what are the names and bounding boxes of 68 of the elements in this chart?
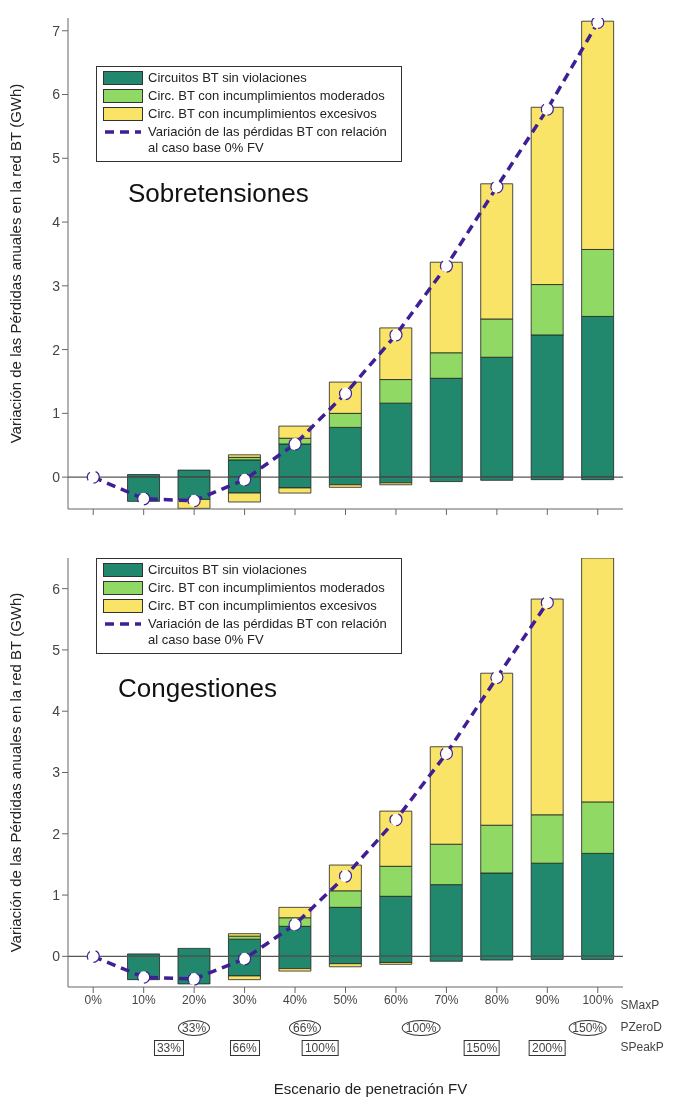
text: Congestiones	[118, 673, 277, 704]
y-tick-label: 1	[52, 887, 61, 904]
y-tick-label: 3	[52, 764, 61, 781]
y-tick-label: 4	[52, 703, 61, 720]
x-tick-label: 0%	[84, 992, 103, 1007]
text: 66%	[229, 1040, 260, 1056]
point	[86, 949, 100, 963]
y-tick-label: 0	[52, 948, 61, 965]
x-tick-label: 30%	[232, 992, 257, 1007]
legend-label: Circ. BT con incumplimientos moderados	[148, 580, 385, 596]
y-tick-label: 4	[52, 214, 61, 231]
text: Sobretensiones	[128, 178, 309, 209]
text: 150%	[463, 1040, 501, 1056]
y-tick-label: 6	[52, 86, 61, 103]
text: 200%	[528, 1040, 566, 1056]
y-tick-label: 6	[52, 580, 61, 597]
y-tick-label: 0	[52, 469, 61, 486]
legend-label: Circ. BT con incumplimientos excesivos	[148, 106, 377, 122]
point	[540, 102, 554, 116]
x-tick-label: 100%	[582, 992, 614, 1007]
x-tick-label: 70%	[434, 992, 459, 1007]
point	[137, 970, 151, 984]
y-tick-label: 3	[52, 277, 61, 294]
y-tick-label: 1	[52, 405, 61, 422]
legend-label: Circ. BT con incumplimientos excesivos	[148, 598, 377, 614]
x-axis-title: Escenario de penetración FV	[272, 1080, 469, 1097]
point	[389, 328, 403, 342]
point	[591, 18, 605, 30]
legend-label: Circuitos BT sin violaciones	[148, 562, 307, 578]
y-tick-label: 5	[52, 641, 61, 658]
point	[137, 492, 151, 506]
legend-label: Variación de las pérdidas BT con relación al caso base 0% FV	[148, 616, 388, 648]
text: 33%	[178, 1020, 211, 1036]
y-axis-title: Variación de las Pérdidas anuales en la red BT (GWh)	[7, 592, 25, 953]
text: 33%	[153, 1040, 184, 1056]
x-tick-label: 60%	[383, 992, 409, 1007]
text: PZeroD	[620, 1020, 662, 1034]
x-tick-label: 90%	[535, 992, 560, 1007]
point	[187, 494, 201, 508]
text: 66%	[289, 1020, 322, 1036]
y-axis-title: Variación de las Pérdidas anuales en la red BT (GWh)	[7, 83, 25, 444]
text: SMaxP	[620, 998, 660, 1012]
legend-label: Variación de las pérdidas BT con relación al caso base 0% FV	[148, 124, 388, 156]
point	[187, 972, 201, 986]
x-tick-label: 50%	[333, 992, 358, 1007]
legend-label: Circ. BT con incumplimientos moderados	[148, 88, 385, 104]
x-tick-label: 80%	[484, 992, 510, 1007]
point	[288, 437, 302, 451]
text: SPeakP	[620, 1040, 664, 1054]
y-tick-label: 2	[52, 825, 61, 842]
x-tick-label: 10%	[131, 992, 157, 1007]
point	[86, 470, 100, 484]
point	[439, 259, 454, 273]
point	[540, 596, 554, 610]
point	[288, 917, 302, 932]
y-tick-label: 2	[52, 341, 61, 358]
text: 150%	[568, 1020, 608, 1036]
y-tick-label: 7	[52, 22, 61, 39]
y-tick-label: 5	[52, 150, 61, 167]
point	[490, 670, 504, 685]
x-tick-label: 40%	[283, 992, 308, 1007]
text: 100%	[401, 1020, 441, 1036]
legend-label: Circuitos BT sin violaciones	[148, 70, 307, 86]
text: 100%	[301, 1040, 339, 1056]
point	[490, 180, 504, 194]
point	[439, 746, 454, 761]
point	[389, 813, 403, 827]
x-tick-label: 20%	[182, 992, 207, 1007]
